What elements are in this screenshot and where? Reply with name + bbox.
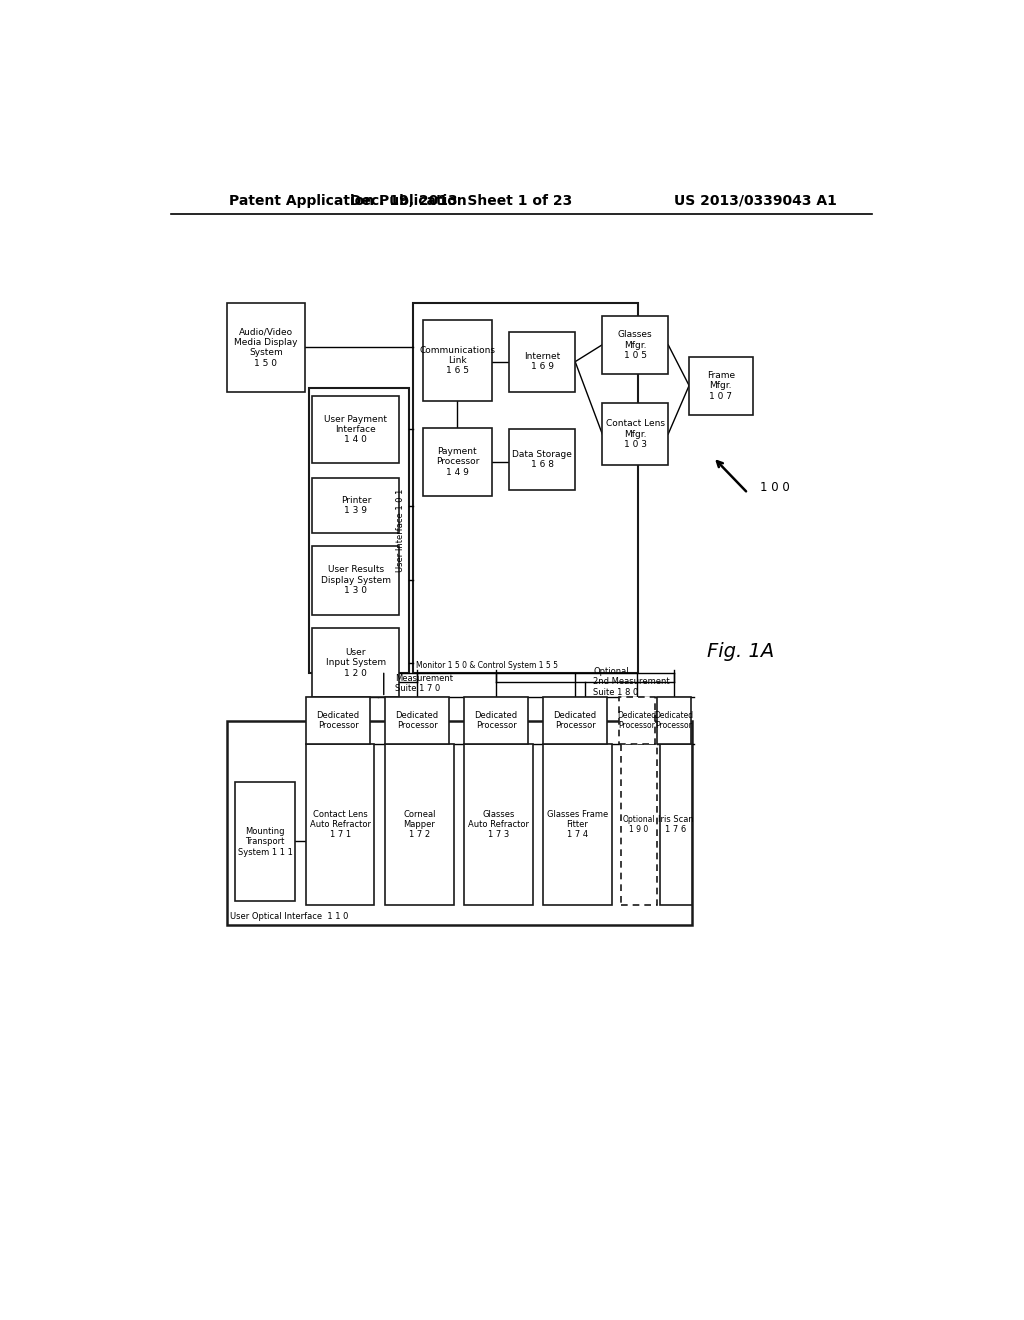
Bar xyxy=(227,721,692,924)
Bar xyxy=(621,743,656,906)
Bar xyxy=(602,404,669,465)
Text: Dedicated
Processor: Dedicated Processor xyxy=(395,710,438,730)
Text: Frame
Mfgr.
1 0 7: Frame Mfgr. 1 0 7 xyxy=(707,371,735,401)
Bar xyxy=(227,304,305,392)
Bar xyxy=(306,743,375,906)
Text: User
Input System
1 2 0: User Input System 1 2 0 xyxy=(326,648,386,677)
Text: Corneal
Mapper
1 7 2: Corneal Mapper 1 7 2 xyxy=(403,809,435,840)
Bar xyxy=(312,478,399,533)
Text: Optional
1 9 0: Optional 1 9 0 xyxy=(623,814,655,834)
Text: Mounting
Transport
System 1 1 1: Mounting Transport System 1 1 1 xyxy=(238,826,293,857)
Bar xyxy=(414,304,638,673)
Text: User Optical Interface  1 1 0: User Optical Interface 1 1 0 xyxy=(230,912,349,921)
Bar xyxy=(385,743,454,906)
Bar xyxy=(544,743,611,906)
Text: Patent Application Publication: Patent Application Publication xyxy=(228,194,467,207)
Text: Dedicated
Processor: Dedicated Processor xyxy=(554,710,597,730)
Bar xyxy=(509,331,575,392)
Bar xyxy=(659,743,692,906)
Text: User Payment
Interface
1 4 0: User Payment Interface 1 4 0 xyxy=(325,414,387,445)
Text: Printer
1 3 9: Printer 1 3 9 xyxy=(341,496,371,515)
Text: Optional
2nd Measurement
Suite 1 8 0: Optional 2nd Measurement Suite 1 8 0 xyxy=(593,667,670,697)
Bar xyxy=(620,697,655,743)
Text: Data Storage
1 6 8: Data Storage 1 6 8 xyxy=(512,450,572,469)
Text: Contact Lens
Mfgr.
1 0 3: Contact Lens Mfgr. 1 0 3 xyxy=(606,420,665,449)
Text: User Interface 1 0 1: User Interface 1 0 1 xyxy=(396,488,406,572)
Text: Glasses
Mfgr.
1 0 5: Glasses Mfgr. 1 0 5 xyxy=(617,330,652,360)
Bar xyxy=(464,743,532,906)
Text: Dedicated
Processor: Dedicated Processor xyxy=(654,710,693,730)
Text: Glasses
Auto Refractor
1 7 3: Glasses Auto Refractor 1 7 3 xyxy=(468,809,529,840)
Text: 1 0 0: 1 0 0 xyxy=(760,482,790,495)
Text: Dedicated
Processor: Dedicated Processor xyxy=(617,710,656,730)
Text: Measurement
Suite 1 7 0: Measurement Suite 1 7 0 xyxy=(395,673,454,693)
Bar xyxy=(544,697,607,743)
Bar xyxy=(464,697,528,743)
Bar xyxy=(656,697,690,743)
Text: Payment
Processor
1 4 9: Payment Processor 1 4 9 xyxy=(435,447,479,477)
Text: Dec. 19, 2013  Sheet 1 of 23: Dec. 19, 2013 Sheet 1 of 23 xyxy=(350,194,572,207)
Bar xyxy=(312,396,399,463)
Bar xyxy=(423,428,493,496)
Text: Dedicated
Processor: Dedicated Processor xyxy=(474,710,518,730)
Bar xyxy=(602,317,669,374)
Bar xyxy=(509,429,575,490)
Text: Glasses Frame
Fitter
1 7 4: Glasses Frame Fitter 1 7 4 xyxy=(547,809,608,840)
Bar xyxy=(306,697,370,743)
Bar xyxy=(312,628,399,697)
Text: Audio/Video
Media Display
System
1 5 0: Audio/Video Media Display System 1 5 0 xyxy=(234,327,298,367)
Text: Communications
Link
1 6 5: Communications Link 1 6 5 xyxy=(420,346,496,375)
Text: Iris Scan
1 7 6: Iris Scan 1 7 6 xyxy=(658,814,694,834)
Text: Fig. 1A: Fig. 1A xyxy=(707,642,774,661)
Text: User Results
Display System
1 3 0: User Results Display System 1 3 0 xyxy=(321,565,391,595)
Bar xyxy=(423,321,493,401)
Bar xyxy=(312,545,399,615)
Text: Contact Lens
Auto Refractor
1 7 1: Contact Lens Auto Refractor 1 7 1 xyxy=(310,809,371,840)
Text: Monitor 1 5 0 & Control System 1 5 5: Monitor 1 5 0 & Control System 1 5 5 xyxy=(417,661,558,669)
Bar xyxy=(385,697,449,743)
Text: Dedicated
Processor: Dedicated Processor xyxy=(316,710,359,730)
Text: Internet
1 6 9: Internet 1 6 9 xyxy=(524,352,560,371)
Bar xyxy=(234,781,295,902)
Bar xyxy=(309,388,409,673)
Bar xyxy=(689,358,753,414)
Text: US 2013/0339043 A1: US 2013/0339043 A1 xyxy=(675,194,838,207)
